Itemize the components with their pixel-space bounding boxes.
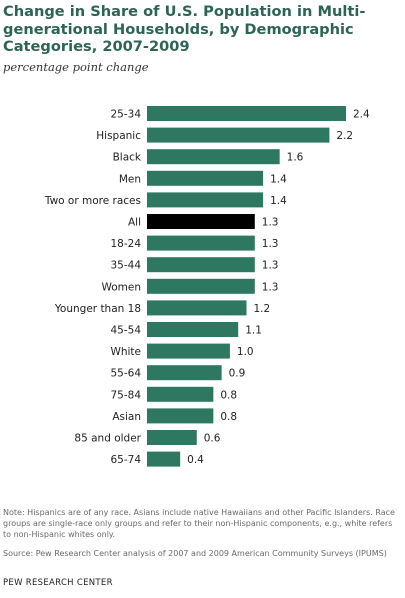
value-label-65-74: 0.4 — [187, 454, 204, 466]
value-label-all: 1.3 — [262, 217, 279, 229]
category-label-hispanic: Hispanic — [96, 130, 141, 142]
value-label-18-24: 1.3 — [262, 238, 279, 250]
value-label-75-84: 0.8 — [220, 389, 237, 401]
category-label-black: Black — [113, 152, 142, 164]
bar-chart: 25-34 2.4 Hispanic 2.2 Black 1.6 Men 1.4 Two or … — [44, 106, 370, 467]
bar-65-74 — [147, 451, 181, 467]
chart-note: Note: Hispanics are of any race. Asians … — [3, 508, 395, 539]
value-label-35-44: 1.3 — [262, 260, 279, 272]
category-label-asian: Asian — [112, 411, 141, 423]
chart-title: Change in Share of U.S. Population in Mu… — [3, 3, 366, 55]
category-label-18-24: 18-24 — [110, 238, 141, 250]
value-label-white: 1.0 — [237, 346, 254, 358]
category-label-two-or-more-races: Two or more races — [44, 195, 141, 207]
footer-credit: PEW RESEARCH CENTER — [3, 578, 113, 588]
category-label-65-74: 65-74 — [110, 454, 141, 466]
category-label-younger-than-18: Younger than 18 — [54, 303, 141, 315]
value-label-two-or-more-races: 1.4 — [270, 195, 287, 207]
value-label-women: 1.3 — [262, 281, 279, 293]
bar-all — [147, 214, 255, 229]
bar-women — [147, 278, 255, 294]
chart-subtitle: percentage point change — [3, 60, 149, 74]
category-label-85-and-older: 85 and older — [74, 433, 141, 445]
value-label-45-54: 1.1 — [245, 325, 262, 337]
chart-source: Source: Pew Research Center analysis of … — [3, 549, 387, 558]
category-label-75-84: 75-84 — [110, 389, 141, 401]
value-label-men: 1.4 — [270, 173, 287, 185]
value-label-asian: 0.8 — [220, 411, 237, 423]
value-label-younger-than-18: 1.2 — [254, 303, 271, 315]
category-label-55-64: 55-64 — [110, 368, 141, 380]
bar-55-64 — [147, 365, 222, 381]
bar-25-34 — [147, 106, 346, 121]
bar-hispanic — [147, 127, 330, 143]
bar-asian — [147, 408, 214, 424]
bar-45-54 — [147, 322, 239, 337]
category-label-all: All — [128, 217, 141, 229]
category-label-men: Men — [119, 173, 141, 185]
value-label-25-34: 2.4 — [353, 109, 370, 121]
value-label-55-64: 0.9 — [229, 368, 246, 380]
category-label-women: Women — [101, 281, 141, 293]
category-label-35-44: 35-44 — [110, 260, 141, 272]
bar-two-or-more-races — [147, 192, 264, 208]
bar-black — [147, 149, 280, 165]
category-label-25-34: 25-34 — [110, 109, 141, 121]
bar-85-and-older — [147, 430, 197, 445]
category-label-white: White — [110, 346, 141, 358]
value-label-black: 1.6 — [287, 152, 304, 164]
bar-18-24 — [147, 235, 255, 251]
bar-white — [147, 343, 230, 359]
bar-35-44 — [147, 257, 255, 273]
bar-men — [147, 170, 264, 186]
bar-younger-than-18 — [147, 300, 247, 316]
value-label-hispanic: 2.2 — [336, 130, 353, 142]
bar-75-84 — [147, 386, 214, 402]
value-label-85-and-older: 0.6 — [204, 433, 221, 445]
category-label-45-54: 45-54 — [110, 325, 141, 337]
